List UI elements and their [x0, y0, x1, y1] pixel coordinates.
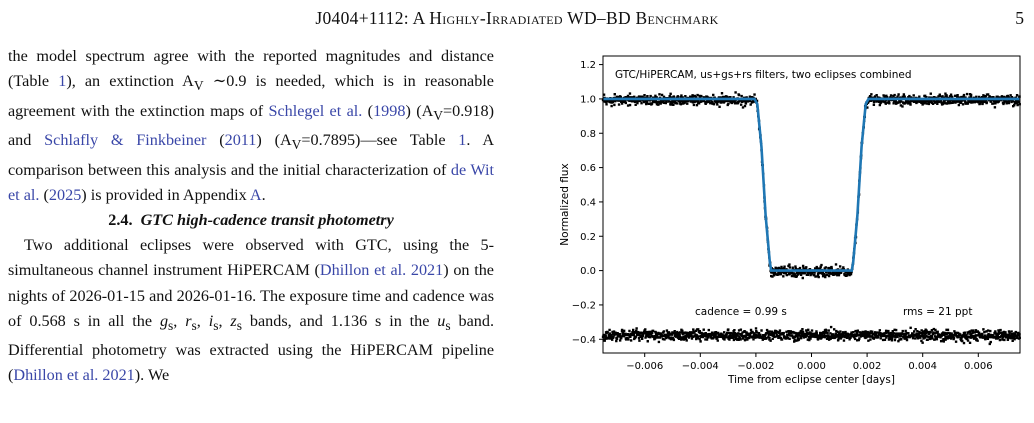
y-tick-label: 1.2 — [580, 60, 596, 71]
x-axis-label: Time from eclipse center [days] — [727, 374, 895, 386]
paragraph-gtc: Two additional eclipses were observed wi… — [8, 236, 495, 385]
cadence-annotation: cadence = 0.99 s — [695, 306, 787, 318]
table-ref[interactable]: 1 — [458, 131, 467, 150]
citation-dewit-year[interactable]: 2025 — [48, 185, 82, 204]
page-number: 5 — [1015, 8, 1024, 28]
running-title: J0404+1112: A Highly-Irradiated WD–BD Be… — [315, 8, 719, 28]
y-axis-label: Normalized flux — [559, 163, 571, 245]
paragraph-extinction: the model spectrum agree with the report… — [8, 47, 495, 204]
section-heading: 2.4. GTC high-cadence transit photometry — [108, 210, 394, 229]
citation-schlafly[interactable]: Schlafly & Finkbeiner — [44, 131, 207, 150]
y-tick-label: 0.6 — [580, 163, 596, 174]
appendix-ref[interactable]: A — [249, 185, 262, 204]
citation-dewit[interactable]: de Wit et al. — [8, 160, 494, 204]
residual-data-points — [601, 325, 1021, 346]
y-tick-label: −0.4 — [572, 335, 596, 346]
citation-dhillon[interactable]: Dhillon et al. 2021 — [13, 366, 135, 385]
y-tick-label: 0.4 — [580, 197, 596, 208]
y-tick-label: −0.2 — [572, 300, 596, 311]
light-curve-figure: −0.006 −0.004 −0.002 0.000 0.002 0.004 0.006 −0… — [545, 48, 1034, 423]
table-ref[interactable]: 1 — [58, 72, 67, 91]
running-head: J0404+1112: A Highly-Irradiated WD–BD Be… — [0, 6, 1034, 32]
citation-schlegel[interactable]: Schlegel et al. — [268, 101, 363, 120]
x-tick-label: 0.006 — [964, 361, 993, 372]
citation-dhillon[interactable]: Dhillon et al. 2021 — [319, 261, 444, 280]
y-tick-label: 0.0 — [580, 266, 596, 277]
citation-schlafly-year[interactable]: 2011 — [224, 131, 257, 150]
x-tick-label: 0.002 — [853, 361, 882, 372]
y-tick-label: 1.0 — [580, 94, 596, 105]
plot-annotation-title: GTC/HiPERCAM, us+gs+rs filters, two ecli… — [615, 69, 912, 81]
x-tick-label: 0.000 — [797, 361, 826, 372]
y-tick-label: 0.8 — [580, 129, 596, 140]
flux-data-points — [601, 91, 1021, 280]
light-curve-chart: −0.006 −0.004 −0.002 0.000 0.002 0.004 0.006 −0… — [559, 55, 1021, 386]
model-curve — [603, 97, 1020, 272]
citation-schlegel-year[interactable]: 1998 — [373, 101, 406, 120]
rms-annotation: rms = 21 ppt — [903, 306, 972, 318]
left-column: the model spectrum agree with the report… — [8, 44, 494, 389]
x-tick-label: −0.006 — [626, 361, 663, 372]
y-tick-label: 0.2 — [580, 232, 596, 243]
x-tick-label: −0.004 — [682, 361, 719, 372]
x-tick-label: −0.002 — [737, 361, 774, 372]
x-tick-label: 0.004 — [908, 361, 937, 372]
